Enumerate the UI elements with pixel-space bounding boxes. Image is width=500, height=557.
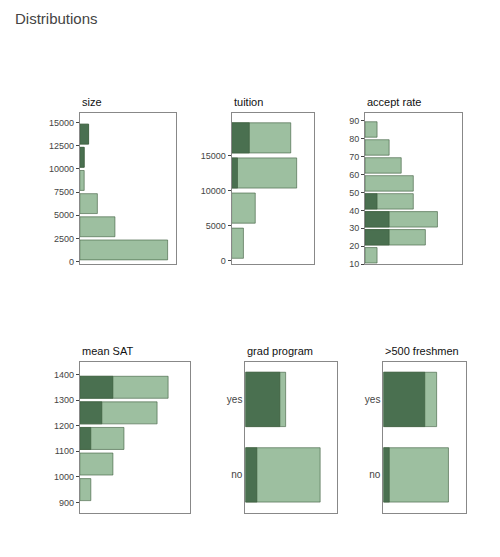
svg-text:90: 90 xyxy=(349,116,359,126)
svg-text:15000: 15000 xyxy=(49,118,74,128)
svg-text:10: 10 xyxy=(349,259,359,269)
svg-text:yes: yes xyxy=(227,394,243,405)
svg-text:1000: 1000 xyxy=(54,472,74,482)
svg-text:1400: 1400 xyxy=(54,370,74,380)
svg-text:1300: 1300 xyxy=(54,395,74,405)
svg-text:7500: 7500 xyxy=(54,187,74,197)
svg-text:900: 900 xyxy=(59,498,74,508)
svg-text:yes: yes xyxy=(365,394,381,405)
svg-text:60: 60 xyxy=(349,170,359,180)
svg-text:5000: 5000 xyxy=(54,210,74,220)
svg-text:Distributions: Distributions xyxy=(15,10,98,27)
svg-text:1200: 1200 xyxy=(54,421,74,431)
svg-text:0: 0 xyxy=(221,256,226,266)
svg-text:30: 30 xyxy=(349,223,359,233)
svg-text:mean SAT: mean SAT xyxy=(82,345,133,357)
svg-text:0: 0 xyxy=(69,257,74,267)
svg-text:80: 80 xyxy=(349,134,359,144)
svg-text:>500 freshmen: >500 freshmen xyxy=(385,345,459,357)
svg-text:50: 50 xyxy=(349,188,359,198)
svg-text:no: no xyxy=(231,469,243,480)
svg-text:accept rate: accept rate xyxy=(367,96,421,108)
svg-text:15000: 15000 xyxy=(201,151,226,161)
svg-text:12500: 12500 xyxy=(49,141,74,151)
svg-text:no: no xyxy=(369,469,381,480)
svg-text:40: 40 xyxy=(349,206,359,216)
svg-text:tuition: tuition xyxy=(234,96,263,108)
svg-text:2500: 2500 xyxy=(54,234,74,244)
svg-text:grad program: grad program xyxy=(247,345,313,357)
svg-text:1100: 1100 xyxy=(55,446,74,456)
svg-text:10000: 10000 xyxy=(49,164,74,174)
svg-text:size: size xyxy=(82,96,102,108)
svg-text:70: 70 xyxy=(349,152,359,162)
svg-text:5000: 5000 xyxy=(206,221,226,231)
svg-text:10000: 10000 xyxy=(201,186,226,196)
svg-text:20: 20 xyxy=(349,241,359,251)
